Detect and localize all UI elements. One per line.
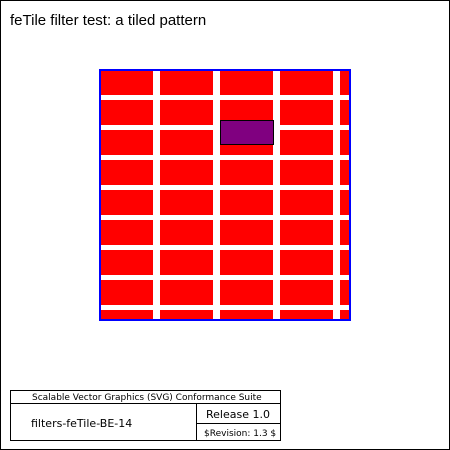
tile bbox=[280, 70, 333, 95]
tile bbox=[340, 160, 350, 185]
tile bbox=[220, 190, 273, 215]
tile bbox=[280, 190, 333, 215]
tile bbox=[280, 160, 333, 185]
tile bbox=[280, 280, 333, 305]
tile bbox=[100, 130, 153, 155]
tile bbox=[340, 70, 350, 95]
tile bbox=[280, 100, 333, 125]
tile bbox=[280, 310, 333, 320]
tile bbox=[340, 250, 350, 275]
tile bbox=[160, 190, 213, 215]
tile bbox=[280, 220, 333, 245]
pattern-border bbox=[99, 69, 351, 321]
tile bbox=[160, 130, 213, 155]
tile bbox=[160, 160, 213, 185]
tile bbox=[100, 190, 153, 215]
tile bbox=[220, 310, 273, 320]
tile bbox=[100, 250, 153, 275]
conformance-legend: Scalable Vector Graphics (SVG) Conforman… bbox=[10, 390, 281, 441]
suite-name: Scalable Vector Graphics (SVG) Conforman… bbox=[32, 393, 262, 403]
tile bbox=[160, 280, 213, 305]
release-label: Release 1.0 bbox=[206, 408, 270, 421]
tile bbox=[160, 70, 213, 95]
tile bbox=[340, 130, 350, 155]
tile bbox=[160, 310, 213, 320]
highlight-tile bbox=[220, 120, 274, 145]
tile bbox=[220, 160, 273, 185]
tile bbox=[220, 280, 273, 305]
tile bbox=[340, 280, 350, 305]
tile bbox=[220, 220, 273, 245]
tile bbox=[100, 160, 153, 185]
tiled-pattern bbox=[99, 69, 351, 321]
tile bbox=[340, 100, 350, 125]
tile bbox=[340, 190, 350, 215]
tile-grid bbox=[100, 70, 350, 320]
tile bbox=[280, 130, 333, 155]
revision-label: $Revision: 1.3 $ bbox=[204, 429, 276, 439]
tile bbox=[160, 100, 213, 125]
tile bbox=[100, 70, 153, 95]
tile bbox=[160, 250, 213, 275]
tile bbox=[220, 250, 273, 275]
tile bbox=[100, 280, 153, 305]
test-name: filters-feTile-BE-14 bbox=[31, 417, 132, 430]
test-title: feTile filter test: a tiled pattern bbox=[10, 12, 206, 29]
tile bbox=[220, 70, 273, 95]
tile bbox=[340, 220, 350, 245]
legend-box bbox=[10, 390, 281, 441]
tile bbox=[280, 250, 333, 275]
tile bbox=[100, 220, 153, 245]
tile bbox=[100, 310, 153, 320]
tile bbox=[340, 310, 350, 320]
tile bbox=[160, 220, 213, 245]
tile bbox=[100, 100, 153, 125]
